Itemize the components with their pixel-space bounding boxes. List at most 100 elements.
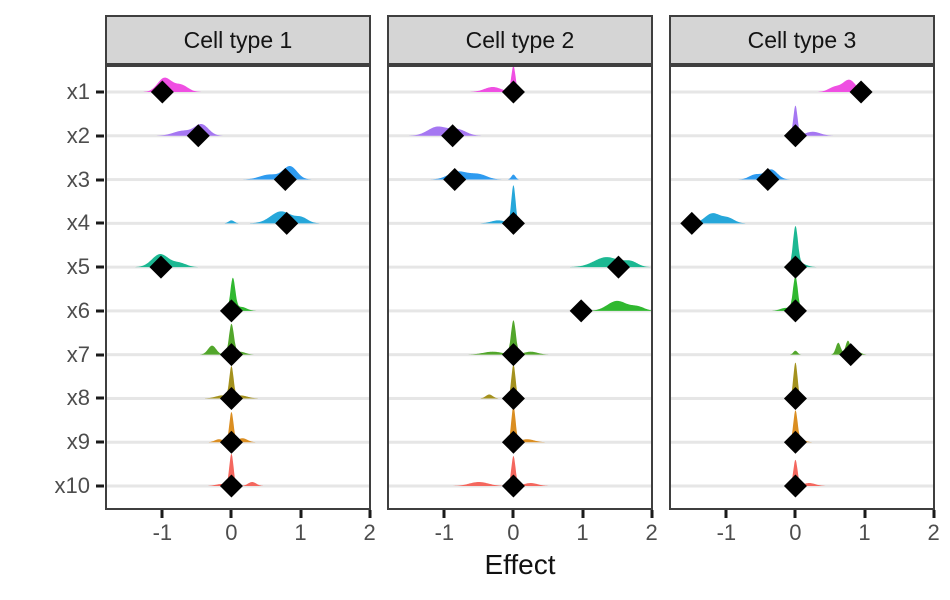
diamond-marker-x10	[219, 474, 243, 498]
x-tick-label-panel1-1: 1	[294, 520, 307, 545]
y-axis-tick-x4	[96, 221, 104, 225]
x-axis-tick-panel3-1	[863, 510, 867, 518]
facet-strip-3: Cell type 3	[669, 15, 935, 65]
diamond-marker-x2	[441, 124, 465, 148]
panel-plot-area-2	[387, 65, 653, 510]
facet-strip-2: Cell type 2	[387, 15, 653, 65]
y-axis-tick-x3	[96, 178, 104, 182]
panel-canvas	[107, 77, 369, 498]
y-axis-tick-x2	[96, 134, 104, 138]
diamond-marker-x9	[783, 430, 807, 454]
density-curve-x8	[205, 366, 259, 399]
density-curve-x8	[788, 362, 803, 399]
panel-plot-area-3	[669, 65, 935, 510]
x-axis-tick-panel2-0	[511, 510, 515, 518]
density-curve-x4	[224, 211, 320, 224]
panel-canvas	[389, 67, 651, 498]
gridline-x3	[671, 178, 933, 182]
x-axis-tick-panel2-1	[581, 510, 585, 518]
y-axis-label-x9: x9	[66, 429, 90, 455]
density-curve-x9	[208, 412, 256, 443]
diamond-marker-x10	[783, 474, 807, 498]
diamond-marker-x4	[680, 211, 704, 235]
y-axis-label-x8: x8	[66, 385, 90, 411]
y-axis-label-x3: x3	[66, 166, 90, 192]
x-axis-tick-panel1--1	[160, 510, 164, 518]
gridline-x1	[671, 90, 933, 94]
x-tick-label-panel3-0: 0	[789, 520, 802, 545]
x-axis-tick-panel3--1	[724, 510, 728, 518]
density-curve-x4	[480, 185, 521, 224]
x-axis-tick-panel1-1	[299, 510, 303, 518]
x-tick-label-panel2-1: 1	[576, 520, 589, 545]
diamond-marker-x4	[275, 211, 299, 235]
gridline-x1	[107, 90, 369, 94]
y-axis-tick-x7	[96, 353, 104, 357]
gridline-x6	[389, 309, 651, 313]
gridline-x4	[671, 221, 933, 225]
diamond-marker-x1	[501, 80, 525, 104]
facet-strip-label: Cell type 3	[747, 26, 857, 53]
density-curve-x5	[783, 226, 817, 268]
gridline-x7	[671, 353, 933, 357]
density-curve-x5	[570, 257, 651, 268]
y-axis-label-x1: x1	[66, 79, 90, 104]
y-axis-tick-x6	[96, 309, 104, 313]
x-axis-tick-panel3-0	[793, 510, 797, 518]
x-tick-label-panel2--1: -1	[434, 520, 455, 545]
density-curve-x5	[135, 254, 199, 268]
diamond-marker-x9	[501, 430, 525, 454]
diamond-marker-x3	[756, 168, 780, 192]
diamond-marker-x1	[150, 80, 174, 104]
gridline-x3	[107, 178, 369, 182]
gridline-x5	[389, 265, 651, 269]
diamond-marker-x10	[501, 474, 525, 498]
gridline-x2	[389, 134, 651, 138]
x-tick-label-panel1-2: 2	[363, 520, 376, 545]
diamond-marker-x3	[273, 168, 297, 192]
diamond-marker-x7	[501, 343, 525, 367]
x-axis-tick-panel1-2	[368, 510, 372, 518]
diamond-marker-x6	[783, 299, 807, 323]
diamond-marker-x8	[501, 386, 525, 410]
diamond-marker-x7	[219, 343, 243, 367]
panel-plot-area-1	[105, 65, 371, 510]
y-axis-tick-x10	[96, 484, 104, 488]
x-tick-label-panel3-1: 1	[858, 520, 871, 545]
y-axis-label-x4: x4	[66, 210, 90, 236]
density-curve-x9	[506, 406, 546, 443]
diamond-marker-x1	[849, 80, 873, 104]
y-axis-tick-x8	[96, 396, 104, 400]
y-axis-label-x6: x6	[66, 297, 90, 323]
diamond-marker-x5	[149, 255, 173, 279]
diamond-marker-x6	[219, 299, 243, 323]
gridline-x2	[107, 134, 369, 138]
y-axis-label-x7: x7	[66, 341, 90, 367]
y-axis-tick-x5	[96, 265, 104, 269]
density-curve-x7	[200, 323, 254, 355]
diamond-marker-x7	[839, 343, 863, 367]
facet-strip-label: Cell type 2	[465, 26, 575, 53]
x-tick-label-panel1-0: 0	[225, 520, 238, 545]
x-axis-tick-panel2--1	[442, 510, 446, 518]
x-axis-tick-panel3-2	[932, 510, 936, 518]
diamond-marker-x2	[783, 124, 807, 148]
x-tick-label-panel1--1: -1	[152, 520, 173, 545]
facet-strip-label: Cell type 1	[183, 26, 293, 53]
x-tick-label-panel3--1: -1	[716, 520, 737, 545]
y-axis-tick-x1	[96, 90, 104, 94]
y-axis-tick-x9	[96, 440, 104, 444]
diamond-marker-x3	[443, 168, 467, 192]
x-tick-label-panel2-2: 2	[645, 520, 658, 545]
y-axis-label-x2: x2	[66, 122, 90, 148]
diamond-marker-x8	[783, 386, 807, 410]
density-curve-x10	[453, 456, 549, 487]
y-axis-label-x5: x5	[66, 254, 90, 280]
y-axis-label-x10: x10	[54, 473, 90, 499]
x-axis-title: Effect	[484, 549, 556, 580]
density-curve-x2	[409, 126, 482, 136]
diamond-marker-x6	[569, 299, 593, 323]
diamond-marker-x8	[219, 386, 243, 410]
x-tick-label-panel2-0: 0	[507, 520, 520, 545]
